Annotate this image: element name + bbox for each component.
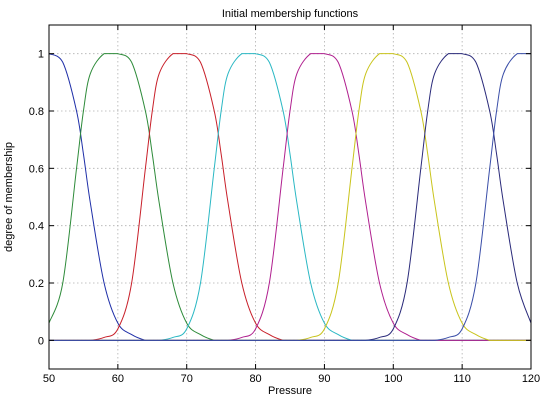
- x-tick-label: 50: [43, 373, 55, 385]
- x-axis-label: Pressure: [268, 385, 312, 396]
- grid-lines: [49, 25, 531, 369]
- x-tick-label: 80: [249, 373, 261, 385]
- y-tick-label: 0.8: [29, 106, 44, 118]
- y-tick-label: 0.6: [29, 163, 44, 175]
- y-axis-label: degree of membership: [3, 142, 15, 252]
- x-tick-label: 60: [112, 373, 124, 385]
- y-tick-label: 0: [38, 335, 44, 347]
- series-line-2: [48, 53, 531, 341]
- series-line-6: [49, 53, 531, 341]
- x-tick-label: 110: [453, 373, 471, 385]
- x-tick-label: 120: [522, 373, 540, 385]
- series-line-8: [49, 53, 531, 341]
- series-line-5: [49, 53, 531, 341]
- x-tick-label: 70: [181, 373, 193, 385]
- chart-title: Initial membership functions: [222, 8, 359, 20]
- series-line-4: [49, 53, 531, 341]
- axes-box: [48, 24, 532, 370]
- y-tick-label: 0.2: [29, 278, 44, 290]
- series-line-1: [48, 53, 531, 341]
- axis-ticks: 50 60 70 80 90 100 110 120 0 0.2 0.4 0.6 0.8 1: [29, 25, 540, 385]
- series-line-7: [49, 53, 532, 341]
- series-lines: [48, 53, 532, 341]
- x-tick-label: 90: [318, 373, 330, 385]
- y-tick-label: 0.4: [29, 221, 44, 233]
- x-tick-label: 100: [384, 373, 402, 385]
- series-line-3: [49, 53, 531, 341]
- y-tick-label: 1: [38, 49, 44, 61]
